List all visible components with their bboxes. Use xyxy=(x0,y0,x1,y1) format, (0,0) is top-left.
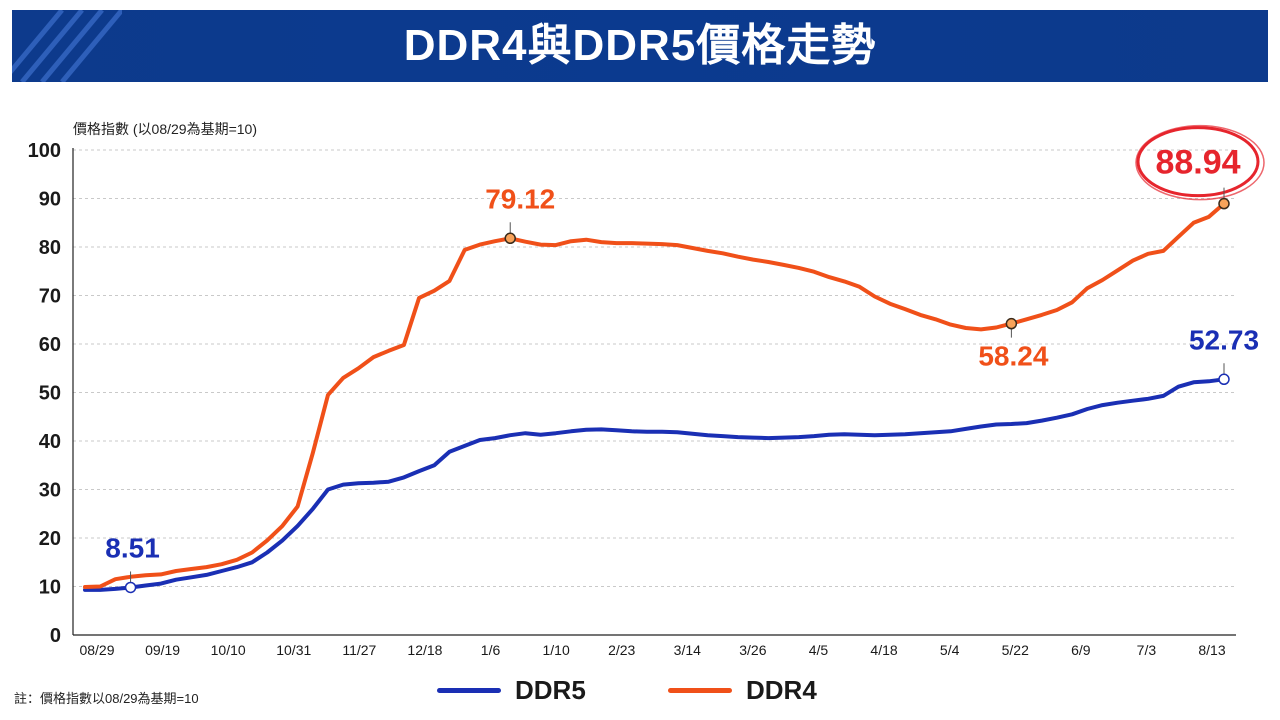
series-line-ddr4 xyxy=(83,201,1226,589)
legend-item-ddr4: DDR4 xyxy=(668,675,817,705)
x-tick-label: 5/22 xyxy=(1002,642,1029,658)
x-tick-label: 2/23 xyxy=(608,642,635,658)
x-tick-label: 08/29 xyxy=(79,642,114,658)
legend-swatch-ddr5 xyxy=(437,687,501,693)
y-tick-label: 0 xyxy=(50,625,61,647)
y-tick-label: 20 xyxy=(39,528,61,550)
x-tick-label: 4/18 xyxy=(870,642,897,658)
title-banner: DDR4與DDR5價格走勢 xyxy=(12,10,1268,82)
y-tick-label: 100 xyxy=(28,140,61,162)
x-tick-label: 12/18 xyxy=(407,642,442,658)
y-tick-label: 30 xyxy=(39,480,61,502)
annotation-marker xyxy=(124,581,137,594)
y-tick-label: 50 xyxy=(39,383,61,405)
y-tick-label: 80 xyxy=(39,237,61,259)
legend-label-ddr4: DDR4 xyxy=(746,674,817,705)
chart-title: DDR4與DDR5價格走勢 xyxy=(403,21,877,70)
data-label: 79.12 xyxy=(485,183,555,214)
annotation-marker xyxy=(1218,197,1230,210)
x-tick-label: 1/10 xyxy=(542,642,569,658)
x-tick-label: 3/26 xyxy=(739,642,766,658)
data-label: 52.73 xyxy=(1189,324,1259,355)
y-axis-label: 價格指數 (以08/29為基期=10) xyxy=(73,121,257,137)
y-tick-label: 70 xyxy=(39,286,61,308)
legend-swatch-ddr4 xyxy=(668,687,732,693)
annotation-marker xyxy=(504,232,516,245)
x-tick-label: 09/19 xyxy=(145,642,180,658)
y-tick-label: 10 xyxy=(39,577,61,599)
y-tick-label: 40 xyxy=(39,431,61,453)
legend-item-ddr5: DDR5 xyxy=(437,675,586,705)
annotation-marker xyxy=(1005,317,1018,330)
data-label: 88.94 xyxy=(1155,144,1240,182)
highlight-circle xyxy=(1136,126,1260,198)
x-tick-label: 8/13 xyxy=(1198,642,1225,658)
legend-label-ddr5: DDR5 xyxy=(515,674,586,705)
x-tick-label: 5/4 xyxy=(940,642,960,658)
data-label: 8.51 xyxy=(105,532,160,563)
x-tick-label: 3/14 xyxy=(674,642,701,658)
x-tick-label: 10/10 xyxy=(211,642,246,658)
stripe-decoration-icon xyxy=(12,10,122,82)
x-tick-label: 1/6 xyxy=(481,642,501,658)
footnote: 註：價格指數以08/29為基期=10 xyxy=(14,691,199,706)
highlight-circle-outer xyxy=(1135,124,1265,201)
x-tick-label: 7/3 xyxy=(1137,642,1157,658)
y-tick-label: 60 xyxy=(39,334,61,356)
annotation-marker xyxy=(1218,373,1230,386)
x-tick-label: 6/9 xyxy=(1071,642,1091,658)
y-tick-label: 90 xyxy=(39,189,61,211)
x-tick-label: 4/5 xyxy=(809,642,829,658)
x-tick-label: 10/31 xyxy=(276,642,311,658)
x-tick-label: 11/27 xyxy=(342,642,376,658)
data-label: 58.24 xyxy=(978,341,1048,372)
series-line-ddr5 xyxy=(83,377,1226,592)
